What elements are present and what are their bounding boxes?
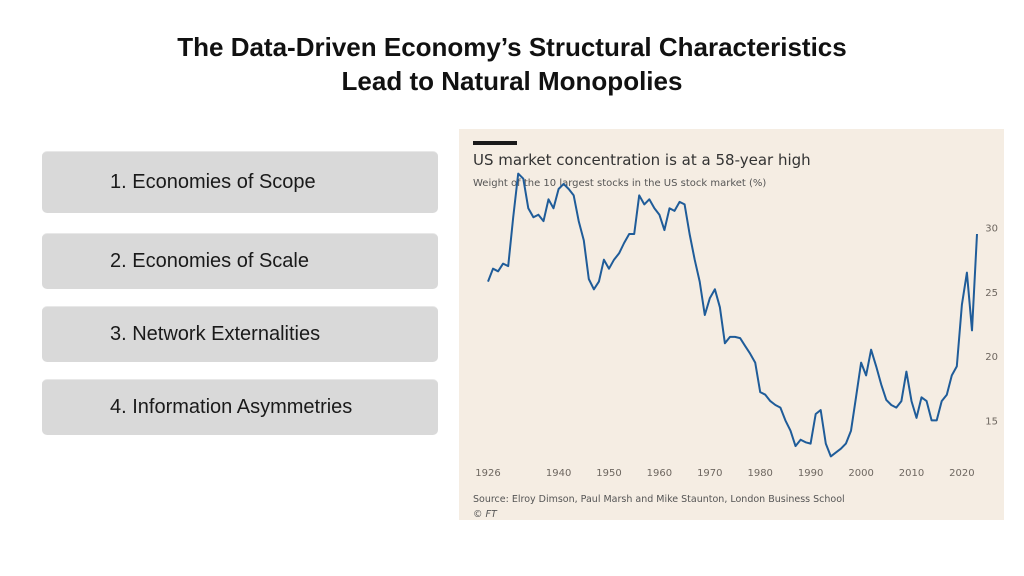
list-item-network-externalities: 3. Network Externalities [42,306,438,362]
list-item-economies-of-scope: 1. Economies of Scope [42,151,438,213]
series-line-0 [487,172,978,458]
slide-title-line-1: The Data-Driven Economy’s Structural Cha… [177,32,847,62]
chart-subtitle: Weight of the 10 largest stocks in the U… [473,178,767,189]
x-tick-label-0: 1926 [475,468,500,479]
list-item-label: 1. Economies of Scope [110,171,316,193]
list-item-information-asymmetries: 4. Information Asymmetries [42,379,438,435]
x-tick-label-1: 1940 [546,468,571,479]
slide-title-line-2: Lead to Natural Monopolies [341,66,683,96]
x-tick-label-6: 1990 [798,468,823,479]
line-chart: 15 20 25 30 1926 1940 1950 1960 1970 1980 1990 2000… [475,172,998,479]
x-tick-label-8: 2010 [899,468,924,479]
y-tick-label-3: 30 [985,224,998,235]
x-tick-label-2: 1950 [596,468,621,479]
x-tick-label-5: 1980 [747,468,772,479]
chart-title-bar [473,141,517,145]
list-item-label: 2. Economies of Scale [110,250,309,272]
list-item-label: 4. Information Asymmetries [110,396,353,418]
y-tick-label-1: 20 [985,352,998,363]
x-tick-label-4: 1970 [697,468,722,479]
list-item-label: 3. Network Externalities [110,323,321,345]
chart-panel: US market concentration is at a 58-year … [459,129,1004,520]
x-tick-label-9: 2020 [949,468,974,479]
chart-title: US market concentration is at a 58-year … [473,151,811,169]
y-tick-label-0: 15 [985,416,998,427]
x-tick-label-3: 1960 [647,468,672,479]
x-tick-label-7: 2000 [848,468,873,479]
chart-source: Source: Elroy Dimson, Paul Marsh and Mik… [473,494,845,505]
slide-title: The Data-Driven Economy’s Structural Cha… [0,30,1024,98]
chart-credit: © FT [473,509,497,520]
list-item-economies-of-scale: 2. Economies of Scale [42,233,438,289]
y-tick-label-2: 25 [985,288,998,299]
